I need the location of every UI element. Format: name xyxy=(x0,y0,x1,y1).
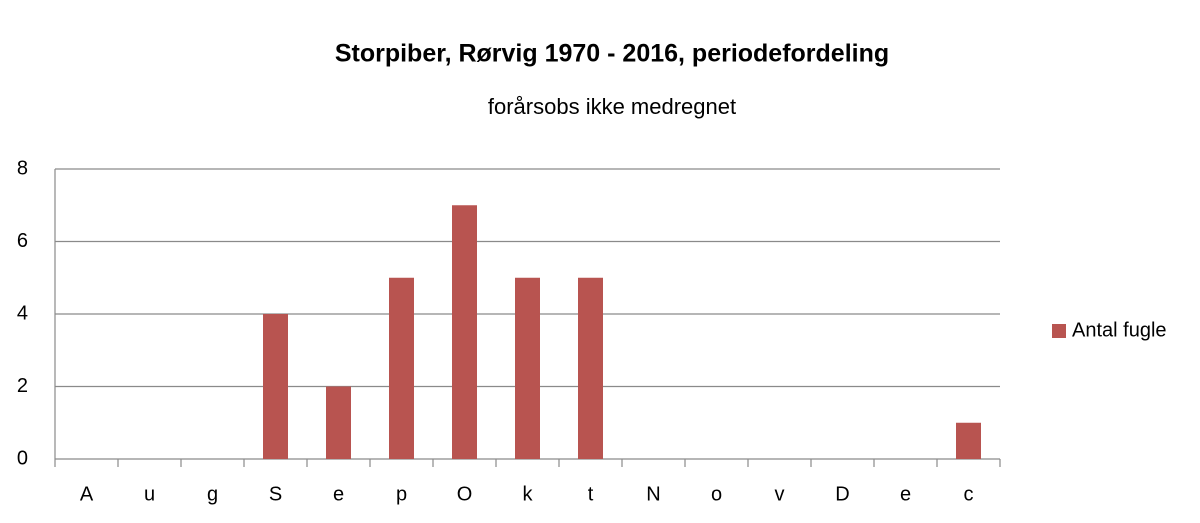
y-tick-label: 4 xyxy=(17,302,28,324)
x-tick-label: e xyxy=(900,483,911,505)
y-tick-label: 2 xyxy=(17,375,28,397)
y-tick-label: 0 xyxy=(17,447,28,469)
y-tick-label: 8 xyxy=(17,157,28,179)
y-tick-label: 6 xyxy=(17,230,28,252)
legend-label: Antal fugle xyxy=(1072,319,1167,341)
x-tick-label: u xyxy=(144,483,155,505)
x-tick-label: O xyxy=(457,483,473,505)
x-tick-label: D xyxy=(835,483,849,505)
x-tick-label: o xyxy=(711,483,722,505)
x-tick-label: t xyxy=(588,483,594,505)
legend-swatch xyxy=(1052,324,1066,338)
bar xyxy=(326,386,351,459)
chart-subtitle: forårsobs ikke medregnet xyxy=(488,94,736,119)
x-tick-label: N xyxy=(646,483,660,505)
x-tick-label: k xyxy=(523,483,534,505)
bar xyxy=(389,277,414,459)
bar xyxy=(578,277,603,459)
x-tick-label: e xyxy=(333,483,344,505)
x-tick-label: g xyxy=(207,483,218,505)
bar xyxy=(452,205,477,459)
x-tick-label: v xyxy=(775,483,785,505)
bar xyxy=(956,422,981,459)
chart-title: Storpiber, Rørvig 1970 - 2016, periodefo… xyxy=(335,40,889,68)
bar xyxy=(263,314,288,459)
x-tick-label: c xyxy=(964,483,974,505)
bar xyxy=(515,277,540,459)
x-tick-label: A xyxy=(80,483,94,505)
x-tick-label: p xyxy=(396,483,407,505)
x-tick-label: S xyxy=(269,483,282,505)
